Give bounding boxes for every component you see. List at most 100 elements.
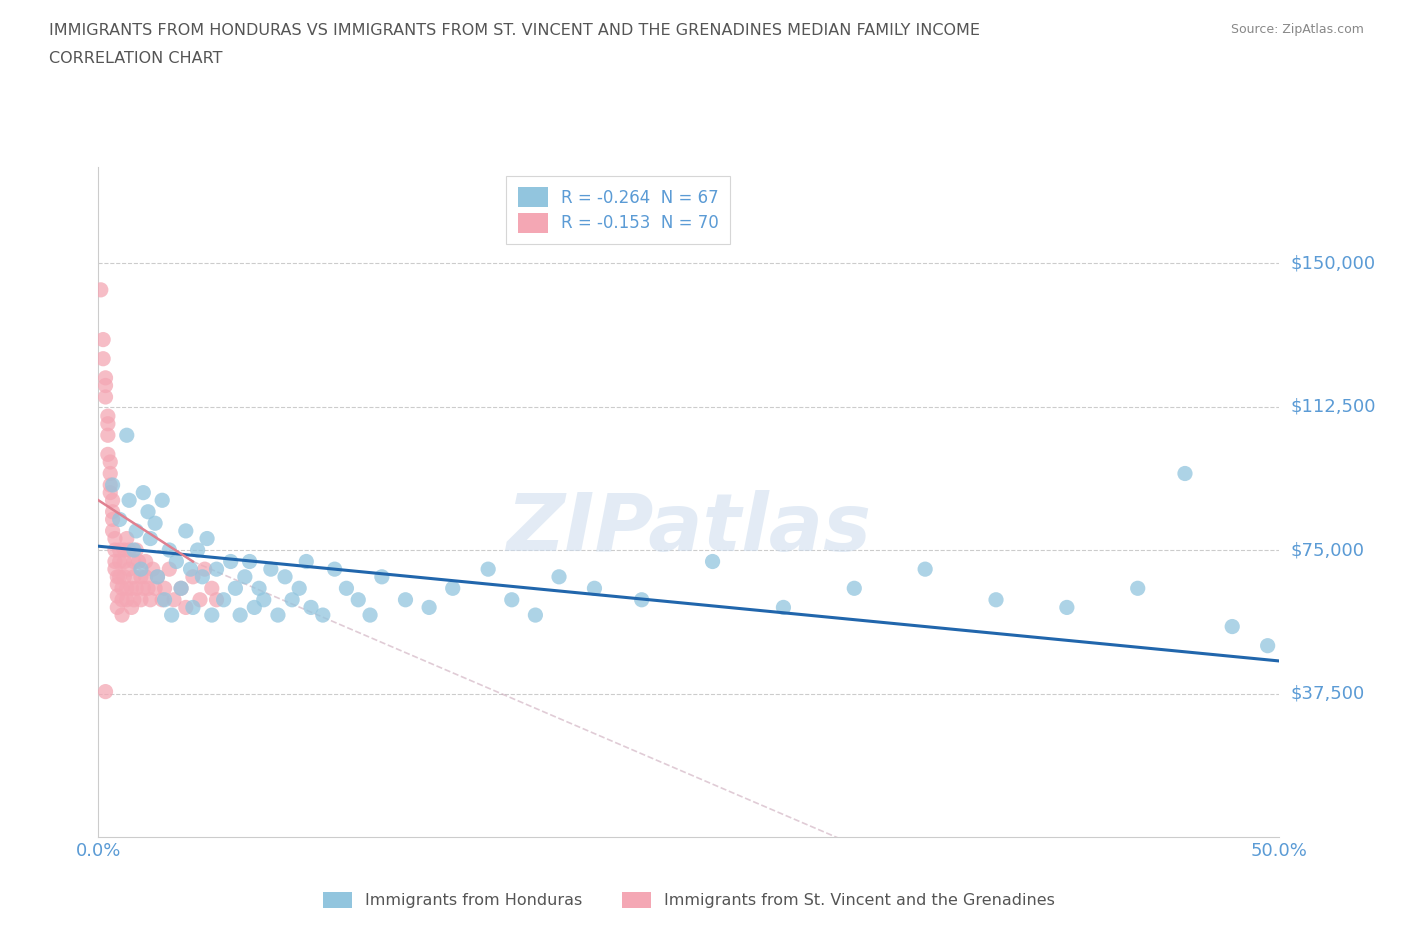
Point (101, 504, 124, 519)
Point (1174, 466, 1197, 481)
Point (121, 600, 143, 615)
Point (98, 466, 121, 481)
Point (195, 531, 218, 546)
Text: $150,000: $150,000 (1291, 254, 1375, 272)
Point (129, 562, 152, 577)
Point (170, 581, 193, 596)
Point (260, 562, 283, 577)
Point (136, 504, 159, 519)
Point (98, 455, 121, 470)
Point (477, 562, 499, 577)
Point (174, 524, 197, 538)
Point (122, 554, 145, 569)
Legend: R = -0.264  N = 67, R = -0.153  N = 70: R = -0.264 N = 67, R = -0.153 N = 70 (506, 176, 730, 245)
Point (323, 562, 346, 577)
Point (441, 581, 464, 596)
Point (104, 531, 127, 546)
Point (174, 600, 197, 615)
Point (118, 493, 141, 508)
Point (181, 600, 204, 615)
Point (97, 428, 120, 443)
Point (105, 577, 128, 591)
Point (288, 581, 311, 596)
Point (153, 592, 176, 607)
Point (97, 408, 120, 423)
Point (418, 600, 440, 615)
Point (274, 569, 297, 584)
Text: IMMIGRANTS FROM HONDURAS VS IMMIGRANTS FROM ST. VINCENT AND THE GRENADINES MEDIA: IMMIGRANTS FROM HONDURAS VS IMMIGRANTS F… (49, 23, 980, 38)
Point (122, 542, 145, 557)
Point (299, 600, 322, 615)
Point (115, 428, 138, 443)
Point (111, 581, 134, 596)
Point (914, 562, 936, 577)
Point (118, 562, 141, 577)
Point (125, 524, 148, 538)
Point (224, 581, 246, 596)
Point (1220, 619, 1243, 634)
Point (101, 512, 124, 527)
Point (157, 562, 180, 577)
Point (105, 569, 128, 584)
Point (108, 569, 131, 584)
Point (101, 477, 124, 492)
Point (135, 554, 157, 569)
Point (187, 542, 209, 557)
Point (125, 581, 148, 596)
Point (143, 581, 166, 596)
Point (153, 581, 176, 596)
Point (548, 569, 571, 584)
Point (180, 562, 202, 577)
Point (111, 592, 134, 607)
Point (91, 332, 114, 347)
Point (129, 569, 152, 584)
Point (212, 592, 235, 607)
Point (394, 592, 416, 607)
Point (150, 592, 173, 607)
Point (143, 516, 166, 531)
Point (112, 554, 135, 569)
Point (501, 592, 523, 607)
Point (94, 370, 117, 385)
Point (205, 592, 228, 607)
Point (115, 581, 138, 596)
Point (984, 592, 1007, 607)
Point (524, 607, 547, 622)
Point (115, 531, 138, 546)
Point (1257, 638, 1279, 653)
Point (112, 569, 135, 584)
Point (101, 524, 124, 538)
Point (104, 562, 127, 577)
Point (194, 562, 217, 577)
Point (219, 554, 242, 569)
Point (160, 607, 183, 622)
Point (121, 581, 143, 596)
Point (201, 581, 224, 596)
Point (101, 493, 124, 508)
Point (98, 477, 121, 492)
Point (205, 562, 228, 577)
Point (191, 569, 214, 584)
Point (253, 592, 276, 607)
Point (122, 592, 145, 607)
Point (97, 417, 120, 432)
Point (201, 607, 224, 622)
Point (129, 592, 152, 607)
Point (97, 447, 120, 462)
Text: CORRELATION CHART: CORRELATION CHART (49, 51, 222, 66)
Point (233, 569, 256, 584)
Point (359, 607, 381, 622)
Point (267, 607, 290, 622)
Point (91, 352, 114, 366)
Point (98, 485, 121, 500)
Point (94, 379, 117, 393)
Point (94, 390, 117, 405)
Point (139, 531, 162, 546)
Point (1056, 600, 1078, 615)
Point (1126, 581, 1149, 596)
Point (125, 542, 148, 557)
Point (157, 542, 180, 557)
Point (112, 542, 135, 557)
Point (371, 569, 394, 584)
Point (135, 569, 157, 584)
